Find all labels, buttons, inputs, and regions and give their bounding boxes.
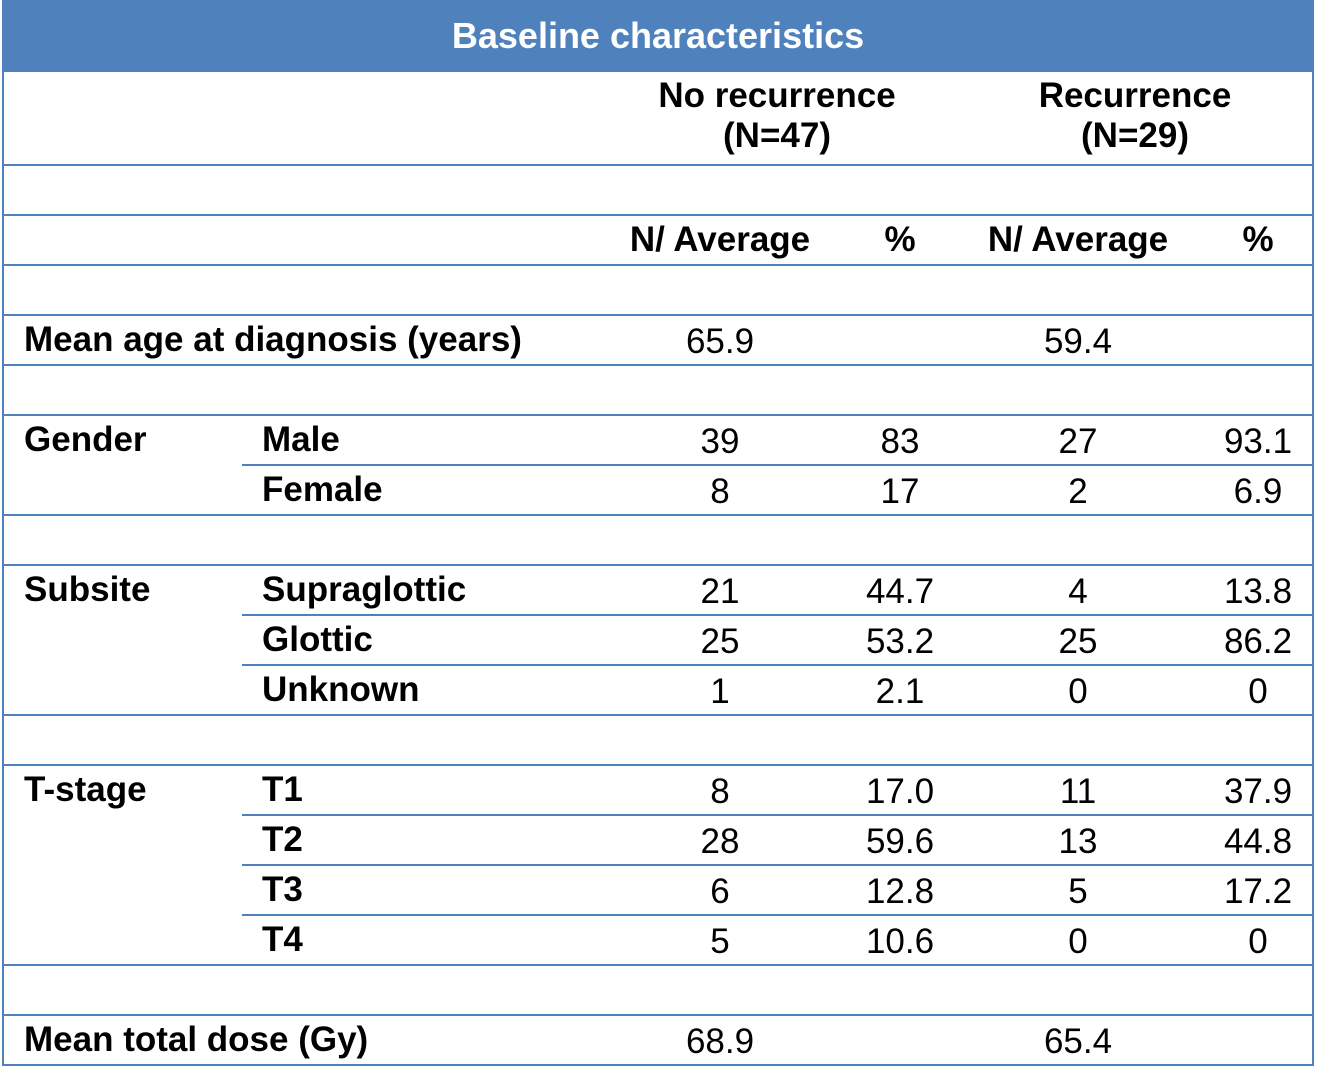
cell-value: 27	[1058, 422, 1098, 461]
cell-value: 5	[1068, 872, 1088, 911]
cell-value: 25	[1058, 622, 1098, 661]
divider	[2, 564, 1314, 566]
cell-value: 25	[700, 622, 740, 661]
cell-value: 17.2	[1223, 872, 1293, 911]
divider	[2, 964, 1314, 966]
group-label: No recurrence	[658, 76, 896, 115]
section-label-subsite: Subsite	[24, 570, 151, 609]
cell-value: 0	[1248, 672, 1268, 711]
row-label: Unknown	[262, 670, 420, 709]
cell-value: 44.7	[865, 572, 935, 611]
mean-dose-no-recurrence: 68.9	[685, 1022, 755, 1061]
cell-value: 13.8	[1223, 572, 1293, 611]
cell-value: 37.9	[1223, 772, 1293, 811]
cell-value: 17	[880, 472, 920, 511]
subheader-percent: %	[884, 220, 916, 259]
cell-value: 11	[1059, 772, 1097, 811]
row-label: Female	[262, 470, 383, 509]
divider	[2, 764, 1314, 766]
divider	[2, 364, 1314, 366]
group-header-recurrence: Recurrence (N=29)	[976, 76, 1294, 156]
row-label: T3	[262, 870, 303, 909]
cell-value: 0	[1068, 672, 1088, 711]
cell-value: 39	[700, 422, 740, 461]
group-n: (N=47)	[723, 116, 831, 155]
row-label: T4	[262, 920, 303, 959]
cell-value: 13	[1058, 822, 1098, 861]
row-divider	[242, 464, 1314, 466]
table-title: Baseline characteristics	[2, 0, 1314, 72]
subheader-n-average: N/ Average	[629, 220, 811, 259]
row-divider	[242, 814, 1314, 816]
row-label: Supraglottic	[262, 570, 467, 609]
row-label: Glottic	[262, 620, 373, 659]
divider	[2, 514, 1314, 516]
cell-value: 1	[710, 672, 730, 711]
group-n: (N=29)	[1081, 116, 1189, 155]
cell-value: 8	[710, 472, 730, 511]
mean-age-no-recurrence: 65.9	[685, 322, 755, 361]
divider	[2, 414, 1314, 416]
cell-value: 6	[710, 872, 730, 911]
mean-age-label: Mean age at diagnosis (years)	[24, 320, 522, 359]
subheader-n-average: N/ Average	[987, 220, 1169, 259]
cell-value: 53.2	[865, 622, 935, 661]
divider	[2, 264, 1314, 266]
row-divider	[242, 914, 1314, 916]
cell-value: 0	[1068, 922, 1088, 961]
cell-value: 21	[700, 572, 740, 611]
row-label: T1	[262, 770, 303, 809]
cell-value: 0	[1248, 922, 1268, 961]
row-divider	[242, 614, 1314, 616]
subheader-percent: %	[1242, 220, 1274, 259]
mean-dose-recurrence: 65.4	[1043, 1022, 1113, 1061]
group-header-no-recurrence: No recurrence (N=47)	[618, 76, 936, 156]
cell-value: 93.1	[1223, 422, 1293, 461]
cell-value: 6.9	[1233, 472, 1283, 511]
row-label: T2	[262, 820, 303, 859]
row-label: Male	[262, 420, 340, 459]
mean-dose-label: Mean total dose (Gy)	[24, 1020, 369, 1059]
row-divider	[242, 664, 1314, 666]
section-label-t-stage: T-stage	[24, 770, 147, 809]
cell-value: 2	[1068, 472, 1088, 511]
cell-value: 4	[1068, 572, 1088, 611]
group-label: Recurrence	[1038, 76, 1232, 115]
cell-value: 17.0	[865, 772, 935, 811]
divider	[2, 164, 1314, 166]
cell-value: 10.6	[865, 922, 935, 961]
cell-value: 59.6	[865, 822, 935, 861]
cell-value: 44.8	[1223, 822, 1293, 861]
cell-value: 2.1	[875, 672, 925, 711]
cell-value: 86.2	[1223, 622, 1293, 661]
divider	[2, 314, 1314, 316]
cell-value: 8	[710, 772, 730, 811]
cell-value: 28	[700, 822, 740, 861]
divider	[2, 214, 1314, 216]
mean-age-recurrence: 59.4	[1043, 322, 1113, 361]
section-label-gender: Gender	[24, 420, 147, 459]
cell-value: 83	[880, 422, 920, 461]
divider	[2, 1014, 1314, 1016]
cell-value: 12.8	[865, 872, 935, 911]
row-divider	[242, 864, 1314, 866]
divider	[2, 714, 1314, 716]
cell-value: 5	[710, 922, 730, 961]
